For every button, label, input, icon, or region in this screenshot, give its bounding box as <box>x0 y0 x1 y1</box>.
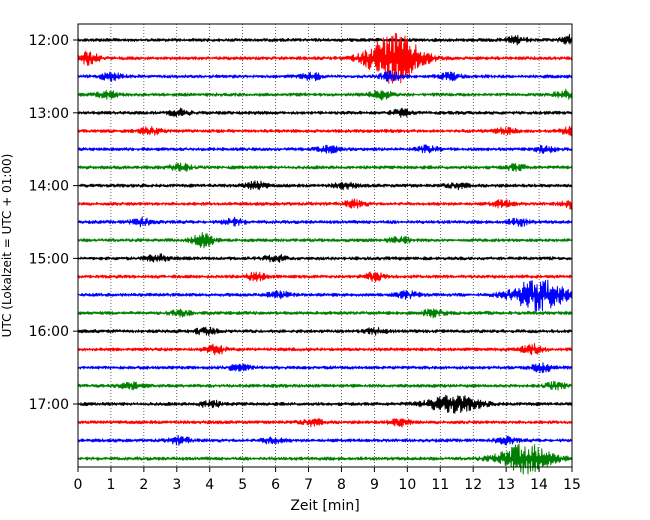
trace-1330 <box>77 144 573 154</box>
trace-1200 <box>77 34 573 46</box>
x-tick-label: 11 <box>431 477 449 493</box>
x-tick-label: 6 <box>271 477 280 493</box>
x-tick-label: 8 <box>337 477 346 493</box>
x-tick-label: 3 <box>172 477 181 493</box>
x-tick-label: 12 <box>464 477 482 493</box>
trace-1630 <box>77 362 573 374</box>
trace-1400 <box>77 180 573 191</box>
trace-1430 <box>77 216 573 228</box>
trace-1715 <box>77 418 573 428</box>
trace-1730 <box>77 435 573 446</box>
x-tick-label: 1 <box>106 477 115 493</box>
x-tick-label: 0 <box>74 477 83 493</box>
trace-1530 <box>77 279 573 312</box>
x-tick-label: 14 <box>530 477 548 493</box>
trace-1745 <box>77 443 573 475</box>
y-tick-label: 13:00 <box>29 106 69 122</box>
trace-1230 <box>77 70 573 82</box>
trace-1645 <box>77 380 573 391</box>
plot-frame <box>77 23 573 468</box>
y-tick-label: 16:00 <box>29 324 69 340</box>
x-tick-label: 15 <box>563 477 581 493</box>
trace-1700 <box>77 394 573 414</box>
trace-1515 <box>77 271 573 283</box>
y-tick-label: 17:00 <box>29 397 69 413</box>
trace-1315 <box>77 125 573 137</box>
x-axis-ticks: 0 1 2 3 4 5 6 7 8 9 10 11 12 13 14 15 <box>74 467 581 493</box>
trace-1500 <box>77 253 573 263</box>
trace-group <box>77 32 573 475</box>
grid-lines <box>110 24 540 467</box>
x-tick-label: 7 <box>304 477 313 493</box>
trace-1345 <box>77 162 573 172</box>
x-axis-label: Zeit [min] <box>290 498 359 514</box>
trace-1245 <box>77 88 573 101</box>
x-tick-label: 5 <box>238 477 247 493</box>
trace-1600 <box>77 326 573 336</box>
x-tick-label: 2 <box>139 477 148 493</box>
trace-1545 <box>77 308 573 319</box>
y-tick-label: 14:00 <box>29 179 69 195</box>
x-tick-label: 13 <box>497 477 515 493</box>
x-tick-label: 9 <box>370 477 379 493</box>
y-tick-label: 12:00 <box>29 33 69 49</box>
trace-1215 <box>77 32 573 84</box>
y-axis-ticks: 12:00 13:00 14:00 15:00 16:00 17:00 <box>29 33 78 413</box>
x-tick-label: 4 <box>205 477 214 493</box>
y-axis-label: UTC (Lokalzeit = UTC + 01:00) <box>0 154 14 338</box>
x-tick-label: 10 <box>398 477 416 493</box>
y-tick-label: 15:00 <box>29 251 69 267</box>
trace-1415 <box>77 198 573 210</box>
trace-1615 <box>77 343 573 356</box>
trace-1300 <box>77 107 573 118</box>
trace-1445 <box>77 232 573 249</box>
